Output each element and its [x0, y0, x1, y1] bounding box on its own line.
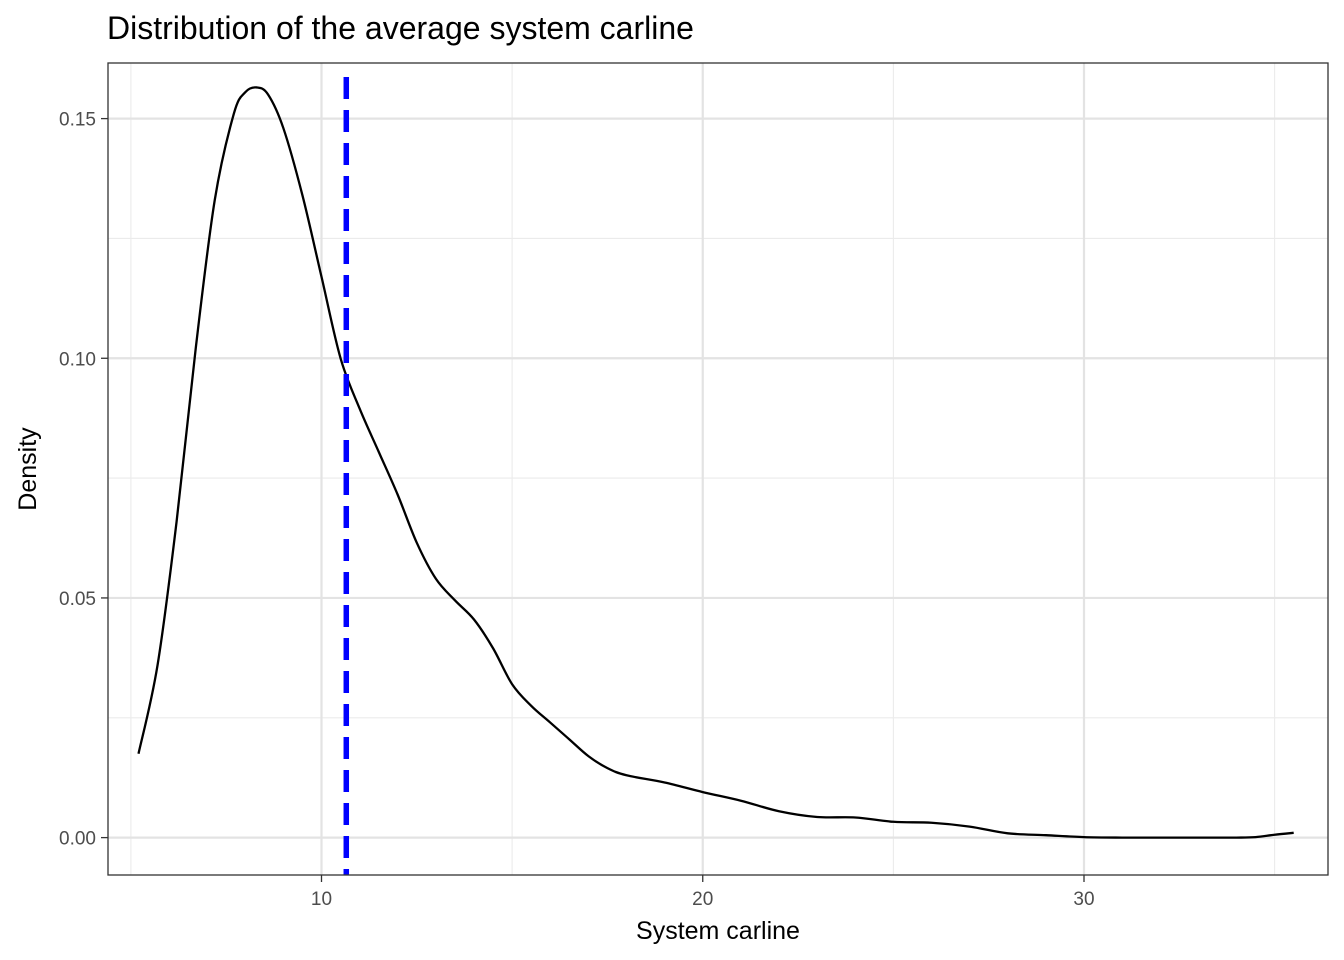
chart-title: Distribution of the average system carli…	[107, 10, 694, 46]
x-axis-title: System carline	[636, 917, 800, 945]
y-tick-label: 0.05	[59, 589, 96, 610]
series-layer	[137, 86, 1294, 839]
plot-panel-border	[107, 62, 1329, 876]
x-tick-label: 20	[692, 889, 713, 910]
x-tick-label: 30	[1073, 889, 1094, 910]
x-tick-label: 10	[311, 889, 332, 910]
major-gridlines	[108, 63, 1328, 875]
minor-gridlines	[108, 63, 1328, 875]
y-tick-label: 0.10	[59, 349, 96, 370]
density-curve	[137, 86, 1294, 839]
y-tick-label: 0.15	[59, 110, 96, 131]
y-axis-title: Density	[14, 427, 42, 511]
tick-labels: 10 20 30 0.00 0.05 0.10 0.15	[59, 110, 1095, 910]
axis-ticks	[101, 117, 1085, 882]
y-tick-label: 0.00	[59, 829, 96, 850]
